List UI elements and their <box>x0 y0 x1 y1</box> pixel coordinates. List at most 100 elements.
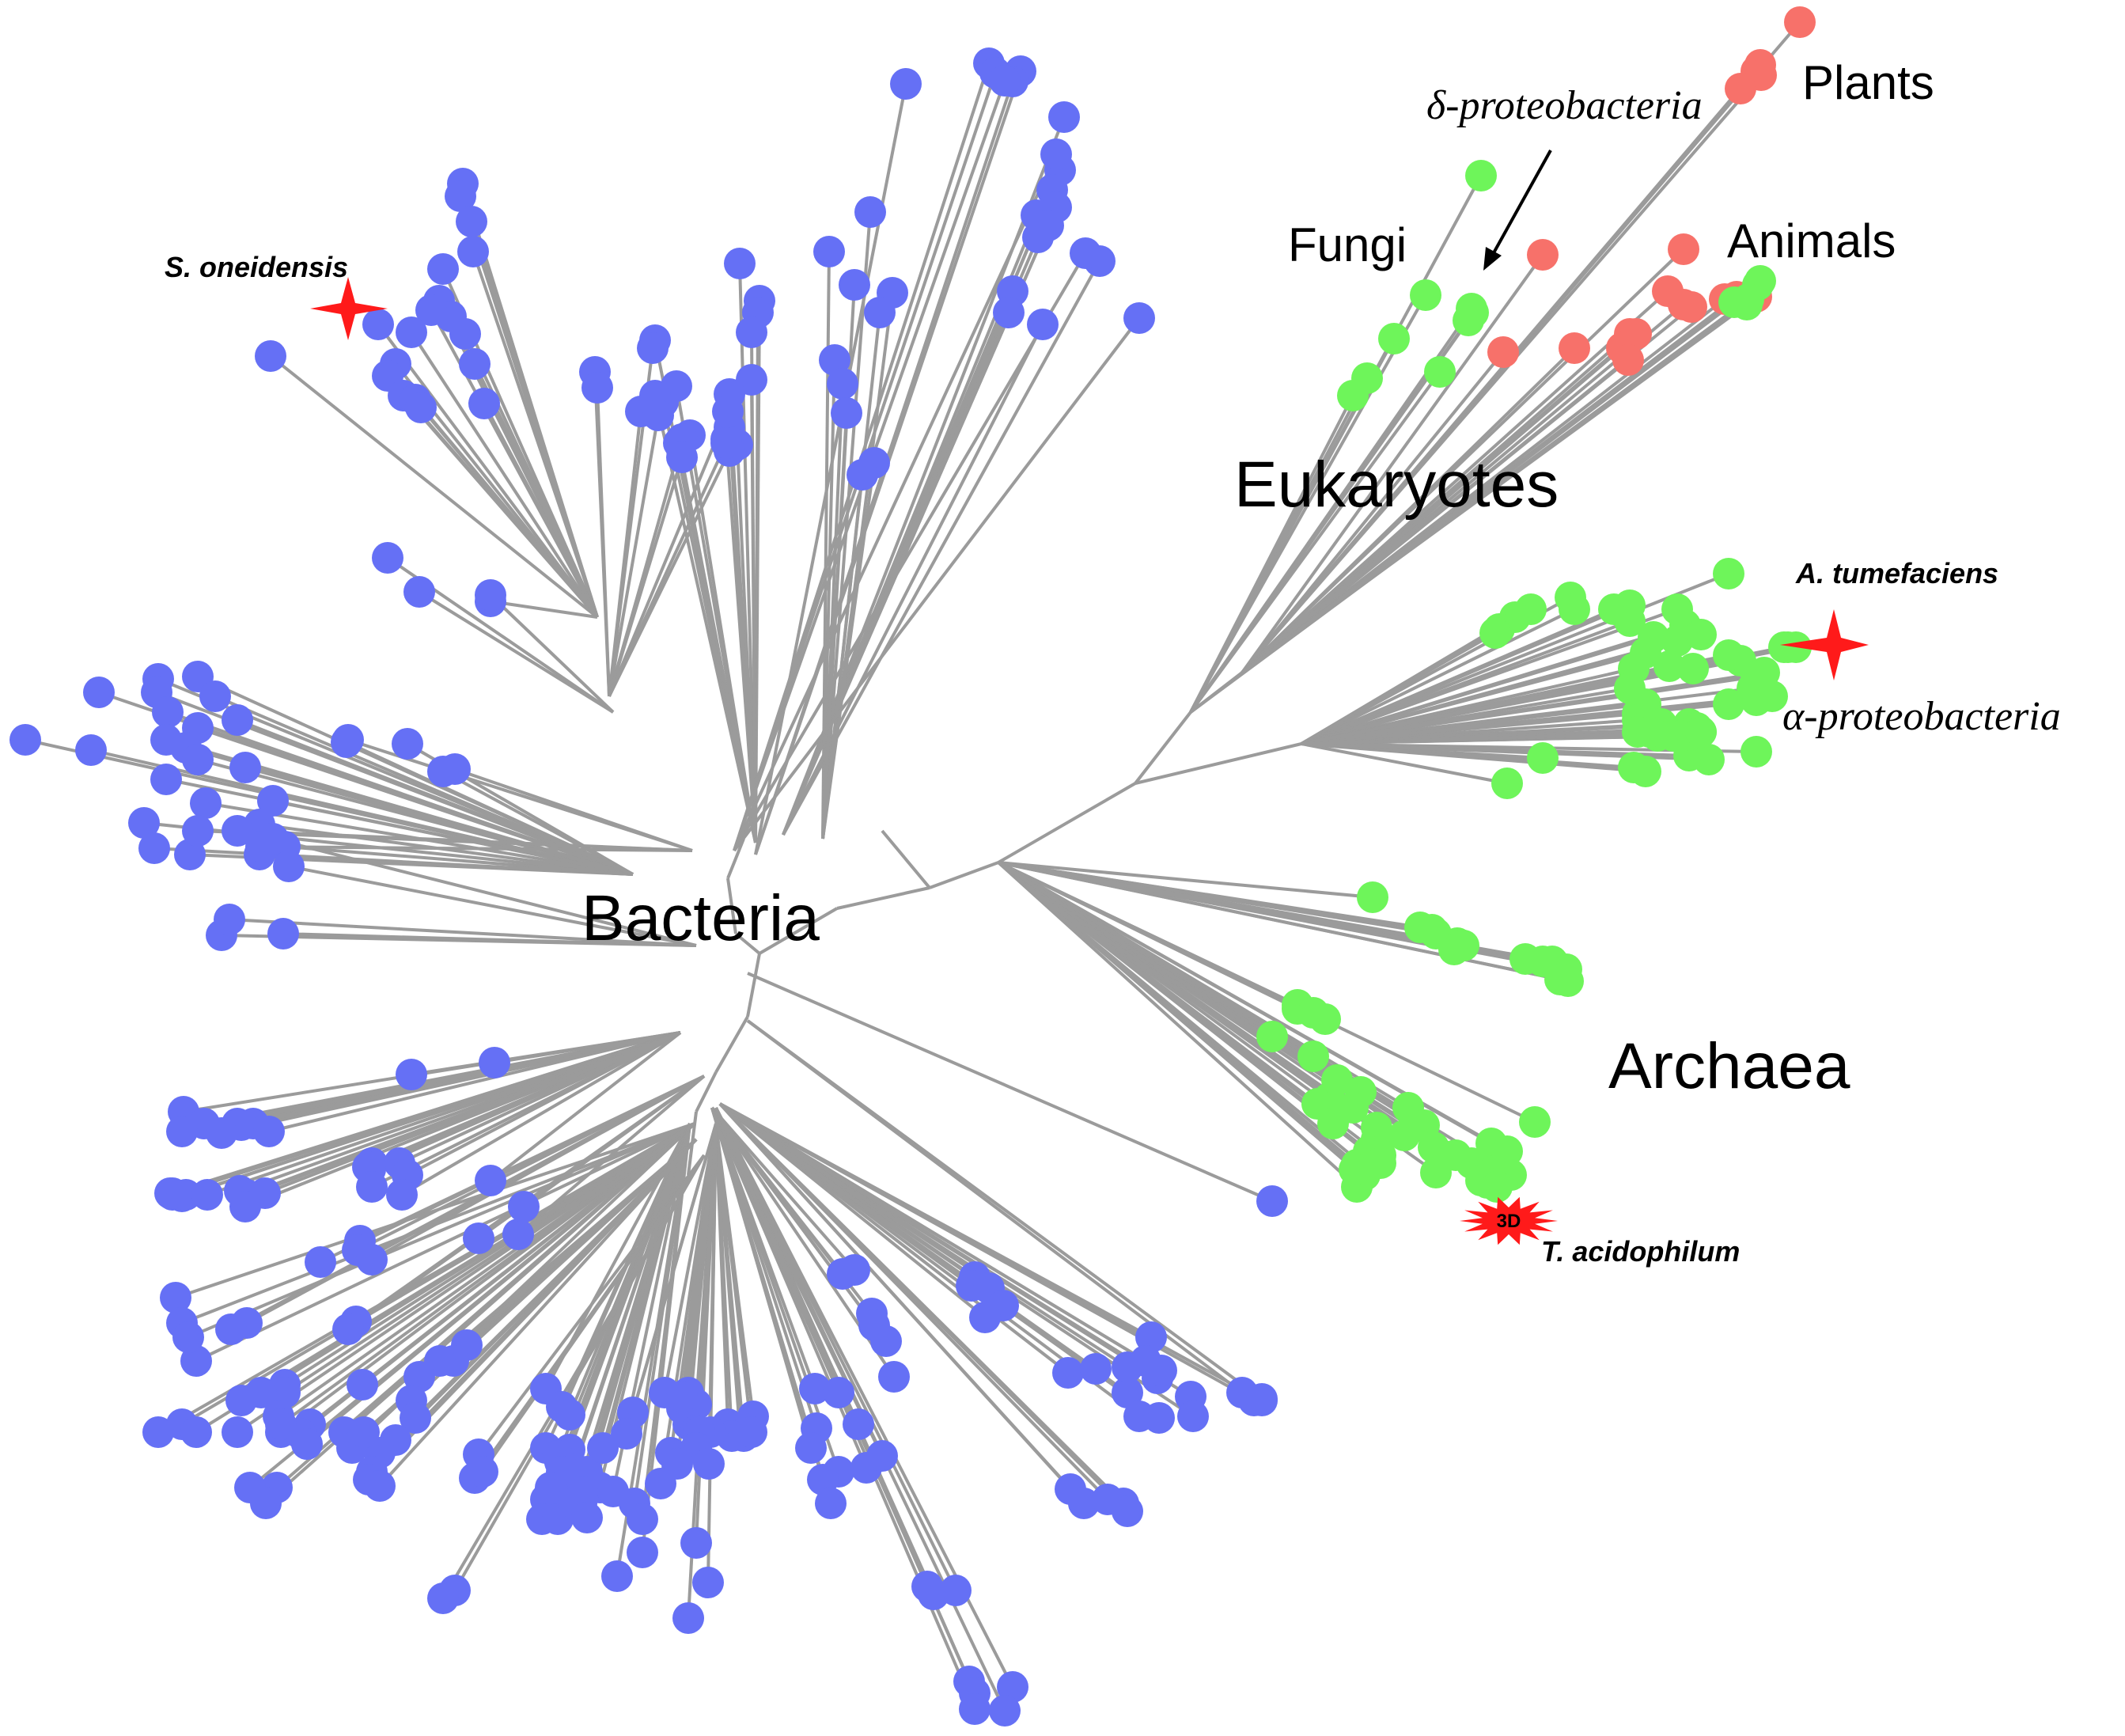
green-leaf-node <box>1713 558 1744 589</box>
green-leaf-node <box>1630 756 1661 787</box>
bacteria-leaf-node <box>463 1222 494 1254</box>
bacteria-leaf-node <box>457 236 489 267</box>
label-a-tumefaciens: A. tumefaciens <box>1795 557 1998 589</box>
tree-branch <box>710 1107 840 1473</box>
tree-branch <box>244 1031 681 1208</box>
bacteria-leaf-node <box>222 704 253 736</box>
green-leaf-node <box>1772 631 1804 663</box>
tree-branch <box>1301 635 1654 745</box>
bacteria-leaf-node <box>989 1695 1021 1727</box>
bacteria-leaf-node <box>445 180 476 212</box>
red-leaf-node <box>1559 332 1590 364</box>
label-animals: Animals <box>1727 214 1896 267</box>
tree-branch <box>821 211 872 840</box>
bacteria-leaf-node <box>823 1377 854 1408</box>
bacteria-leaf-node <box>831 397 862 429</box>
tree-branch <box>188 1122 695 1339</box>
bacteria-leaf-node <box>712 396 744 427</box>
tree-branch <box>378 1138 698 1488</box>
tree-branch <box>738 263 757 843</box>
bacteria-leaf-node <box>666 1381 698 1412</box>
green-leaf-node <box>1653 650 1685 682</box>
tree-branch <box>997 861 1358 1188</box>
green-leaf-node <box>1713 688 1744 720</box>
bacteria-leaf-node <box>9 724 41 756</box>
bacteria-leaf-node <box>479 1047 510 1078</box>
bacteria-leaf-node <box>222 1416 253 1448</box>
bacteria-leaf-node <box>581 372 613 404</box>
tree-branch <box>625 1123 718 1435</box>
tree-branch <box>695 1071 718 1112</box>
green-leaf-node <box>1693 744 1725 775</box>
tree-branch <box>733 316 1141 852</box>
tree-branch <box>821 462 876 840</box>
label-t-acidophilum: T. acidophilum <box>1541 1235 1740 1268</box>
tree-branch <box>733 252 1087 852</box>
tree-branch <box>236 1122 696 1434</box>
tree-branch <box>714 1123 733 1437</box>
tree-branch <box>1301 687 1753 745</box>
bacteria-leaf-node <box>475 1165 506 1196</box>
bacteria-leaf-node <box>180 1416 212 1448</box>
tree-branch <box>371 1031 681 1188</box>
delta-proteobacteria-arrow <box>1483 150 1552 271</box>
bacteria-leaf-node <box>1112 1495 1143 1527</box>
green-leaf-node <box>1424 356 1456 388</box>
green-leaf-node <box>1677 653 1709 684</box>
tree-branch <box>260 845 693 852</box>
tree-branch <box>997 782 1137 864</box>
bacteria-leaf-node <box>1256 1185 1288 1217</box>
tree-branch <box>490 600 598 619</box>
bacteria-leaf-node <box>142 1416 174 1448</box>
tree-branch <box>244 766 634 876</box>
bacteria-leaf-node <box>253 1116 285 1147</box>
bacteria-leaf-node <box>182 815 214 847</box>
tree-branch <box>454 768 693 852</box>
tree-branch <box>157 1122 695 1434</box>
bacteria-leaf-node <box>666 442 698 473</box>
label-alpha-proteobacteria: α-proteobacteria <box>1782 694 2061 739</box>
tree-branch <box>1189 301 1736 714</box>
tree-branch <box>400 1031 682 1196</box>
bacteria-leaf-node <box>214 904 245 935</box>
bacteria-leaf-node <box>138 832 170 864</box>
bacteria-leaf-node <box>736 316 767 348</box>
green-leaf-node <box>1741 736 1772 768</box>
bacteria-leaf-node <box>1048 101 1080 133</box>
bacteria-leaf-node <box>843 1408 874 1440</box>
green-leaf-node <box>1634 716 1665 748</box>
tree-branch <box>481 1154 706 1473</box>
green-leaf-node <box>1481 1171 1513 1203</box>
tree-branch <box>929 861 999 889</box>
bacteria-leaf-node <box>415 294 447 326</box>
tree-branch <box>997 861 1356 1171</box>
tree-branch <box>472 251 599 618</box>
bacteria-leaf-node <box>1246 1383 1278 1415</box>
tree-branch <box>442 770 634 876</box>
tree-branch <box>1241 303 1685 674</box>
bacteria-leaf-node <box>439 753 471 785</box>
tree-branch <box>1301 742 1646 773</box>
bacteria-leaf-node <box>396 1059 427 1090</box>
tree-branch <box>608 442 728 697</box>
tree-branch <box>659 1123 718 1484</box>
tree-branch <box>1301 631 1496 745</box>
bacteria-leaf-node <box>403 576 435 608</box>
bacteria-leaf-node <box>1143 1402 1175 1434</box>
bacteria-leaf-node <box>736 1416 767 1448</box>
bacteria-leaf-node <box>255 340 286 372</box>
tree-branch <box>1301 604 1631 745</box>
tree-branch <box>1241 248 1685 674</box>
bacteria-leaf-node <box>1040 138 1072 170</box>
green-leaf-node <box>1748 657 1780 688</box>
bacteria-leaf-node <box>799 1373 831 1404</box>
tree-branch <box>710 1106 856 1272</box>
tree-leaves <box>9 6 1816 1727</box>
bacteria-leaf-node <box>128 807 160 839</box>
tree-branch <box>710 1106 888 1343</box>
tree-branch <box>1301 742 1508 785</box>
tree-branch <box>750 379 757 843</box>
bacteria-leaf-node <box>475 579 506 611</box>
tree-branch <box>608 415 660 697</box>
bacteria-leaf-node <box>587 1432 619 1464</box>
